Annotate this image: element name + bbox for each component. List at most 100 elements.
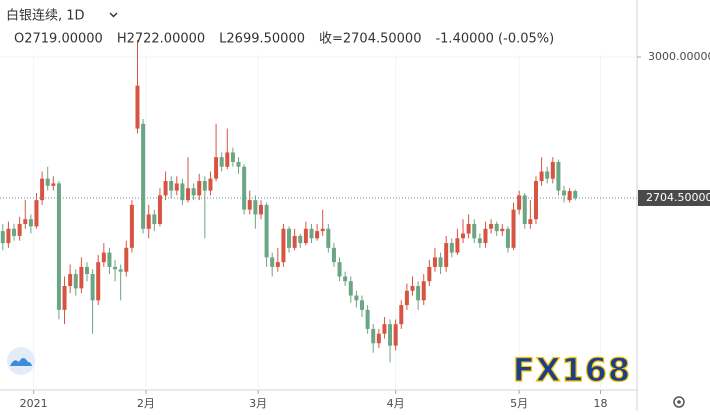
candle-body bbox=[191, 188, 196, 196]
candle-body bbox=[494, 223, 499, 232]
x-tick-label: 5月 bbox=[510, 397, 528, 410]
candle-body bbox=[326, 228, 331, 248]
candle-body bbox=[163, 181, 168, 196]
x-tick-label: 2021 bbox=[20, 397, 48, 410]
candle-body bbox=[208, 178, 213, 191]
candle-body bbox=[23, 219, 28, 224]
x-tick-label: 18 bbox=[594, 397, 608, 410]
candle-body bbox=[135, 85, 140, 129]
candle-body bbox=[253, 200, 258, 215]
settings-gear[interactable] bbox=[673, 396, 685, 408]
candle-body bbox=[556, 161, 561, 191]
candle-body bbox=[404, 290, 409, 306]
candle-body bbox=[202, 181, 207, 191]
candle-body bbox=[410, 286, 415, 291]
x-tick-label: 4月 bbox=[387, 397, 405, 410]
candle-body bbox=[12, 228, 17, 236]
candle-body bbox=[68, 274, 73, 286]
candle-body bbox=[562, 190, 567, 196]
candle-body bbox=[6, 228, 11, 244]
candle-body bbox=[354, 295, 359, 301]
candle-body bbox=[388, 324, 393, 346]
candle-body bbox=[376, 333, 381, 344]
candle-body bbox=[275, 262, 280, 267]
ohlc-value: O2719.00000 bbox=[14, 32, 103, 47]
candle-body bbox=[45, 178, 50, 186]
candle-body bbox=[382, 324, 387, 334]
candle-body bbox=[90, 274, 95, 301]
symbol-title[interactable]: 白银连续, 1D bbox=[6, 8, 85, 24]
candle-body bbox=[141, 123, 146, 229]
candle-body bbox=[73, 274, 78, 289]
candle-body bbox=[517, 195, 522, 210]
candle-body bbox=[550, 161, 555, 179]
ohlc-header: O2719.00000 H2722.00000 L2699.50000 收=2704.… bbox=[14, 32, 554, 47]
candle-body bbox=[118, 269, 123, 272]
candle-body bbox=[292, 235, 297, 248]
candle-body bbox=[567, 191, 572, 201]
candle-body bbox=[174, 183, 179, 191]
candle-body bbox=[455, 238, 460, 253]
candle-body bbox=[438, 257, 443, 267]
candle-body bbox=[500, 228, 505, 232]
watermark: FX168 bbox=[513, 351, 631, 389]
candle-body bbox=[258, 204, 263, 215]
candle-body bbox=[146, 214, 151, 229]
candle-body bbox=[320, 228, 325, 232]
candle-body bbox=[539, 171, 544, 182]
candle-body bbox=[197, 181, 202, 196]
candle-body bbox=[17, 223, 22, 236]
candle-body bbox=[270, 257, 275, 267]
candle-body bbox=[113, 266, 118, 270]
candle-body bbox=[528, 219, 533, 224]
candle-body bbox=[303, 228, 308, 244]
candle-body bbox=[466, 223, 471, 234]
candle-body bbox=[0, 231, 5, 244]
ohlc-value: H2722.00000 bbox=[117, 32, 205, 47]
candle-body bbox=[101, 252, 106, 263]
ohlc-value: 收=2704.50000 bbox=[319, 32, 421, 47]
candle-body bbox=[427, 266, 432, 282]
candle-body bbox=[393, 324, 398, 346]
logo-icon[interactable] bbox=[7, 347, 35, 375]
candle-body bbox=[421, 281, 426, 301]
candle-body bbox=[309, 228, 314, 239]
candle-body bbox=[84, 266, 89, 275]
candle-body bbox=[129, 204, 134, 248]
candle-body bbox=[533, 181, 538, 220]
candle-body bbox=[28, 219, 33, 227]
candle-body bbox=[348, 281, 353, 296]
candle-body bbox=[337, 262, 342, 277]
last-price-box bbox=[638, 189, 710, 206]
x-tick-label: 2月 bbox=[137, 397, 155, 410]
candle-body bbox=[40, 178, 45, 201]
last-price-label: 2704.50000 bbox=[646, 191, 710, 204]
candle-body bbox=[79, 266, 84, 289]
ohlc-value: -1.40000 (-0.05%) bbox=[435, 32, 554, 47]
candle-body bbox=[152, 214, 157, 224]
candle-body bbox=[477, 238, 482, 244]
candle-body bbox=[298, 235, 303, 244]
candle-body bbox=[264, 204, 269, 258]
candle-body bbox=[461, 233, 466, 239]
candle-body bbox=[51, 183, 56, 186]
candle-body bbox=[511, 209, 516, 248]
candle-body bbox=[96, 262, 101, 301]
candle-body bbox=[573, 191, 578, 198]
candle-body bbox=[124, 247, 129, 272]
candle-body bbox=[230, 152, 235, 162]
candle-body bbox=[186, 188, 191, 201]
candle-body bbox=[432, 257, 437, 267]
candle-body bbox=[472, 223, 477, 239]
candle-body bbox=[180, 183, 185, 201]
candle-body bbox=[247, 200, 252, 210]
candle-body bbox=[34, 200, 39, 227]
candle-body bbox=[242, 166, 247, 210]
candle-body bbox=[287, 228, 292, 248]
dropdown-chevron[interactable] bbox=[109, 12, 118, 18]
y-tick-label: 3000.00000 bbox=[648, 50, 710, 63]
candle-body bbox=[169, 181, 174, 191]
candle-body bbox=[371, 328, 376, 344]
candle-body bbox=[359, 300, 364, 310]
